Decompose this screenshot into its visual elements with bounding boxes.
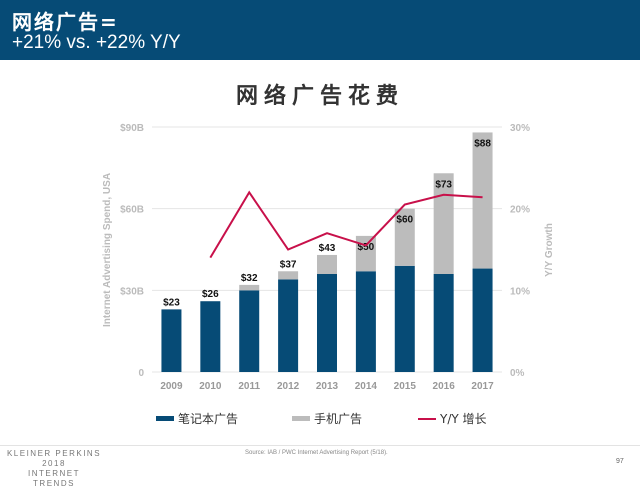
legend-label-mobile: 手机广告	[314, 412, 363, 426]
brand-logo: KLEINER PERKINS 2018 INTERNET TRENDS	[6, 449, 102, 489]
slide-header: 网络广告= +21% vs. +22% Y/Y	[0, 0, 640, 60]
y2-tick-label: 20%	[510, 205, 530, 216]
y-axis-title: Internet Advertising Spend, USA	[102, 173, 113, 327]
y2-axis-title: Y/Y Growth	[544, 223, 555, 277]
legend-label-growth: Y/Y 增长	[440, 412, 487, 426]
footer-divider	[0, 445, 640, 446]
bar-mobile	[317, 254, 337, 274]
legend-item-growth: Y/Y 增长	[418, 410, 487, 427]
chart-title: 网络广告花费	[235, 84, 404, 109]
y2-tick-label: 10%	[510, 286, 530, 297]
bar-mobile	[433, 173, 454, 274]
y-tick-label: $60B	[120, 205, 144, 216]
x-tick-label: 2016	[433, 381, 456, 392]
page-number: 97	[616, 458, 624, 465]
bar-mobile	[278, 271, 299, 280]
x-tick-label: 2015	[394, 381, 417, 392]
brand-line-1: KLEINER PERKINS	[6, 449, 102, 458]
x-tick-label: 2014	[355, 381, 378, 392]
chart-legend: 笔记本广告 手机广告 Y/Y 增长	[0, 410, 640, 430]
legend-swatch-desktop	[156, 416, 174, 421]
bar-total-label: $60	[396, 215, 413, 226]
bar-mobile	[239, 284, 260, 291]
bar-desktop	[355, 271, 376, 372]
legend-item-desktop: 笔记本广告	[156, 410, 238, 427]
bar-mobile	[394, 208, 415, 266]
legend-item-mobile: 手机广告	[292, 410, 362, 427]
bar-total-label: $26	[202, 289, 219, 300]
stacked-bar-line-chart: 0 $30B $60B $90B 0% 10% 20% 30% Internet Adverti…	[102, 123, 555, 392]
bar-total-label: $43	[319, 243, 336, 254]
bar-total-label: $50	[358, 242, 375, 253]
bar-total-label: $37	[280, 259, 297, 270]
y-tick-label: 0	[138, 368, 144, 379]
source-note: Source: IAB / PWC Internet Advertising R…	[245, 450, 388, 456]
y2-tick-label: 30%	[510, 123, 530, 134]
x-tick-label: 2010	[199, 381, 222, 392]
bar-desktop	[200, 301, 221, 372]
y-tick-label: $30B	[120, 286, 144, 297]
bar-total-label: $88	[474, 138, 491, 149]
y-tick-label: $90B	[120, 123, 144, 134]
bar-desktop	[239, 290, 260, 372]
brand-line-2: 2018	[42, 459, 66, 468]
bar-total-label: $73	[435, 179, 452, 190]
bar-desktop	[472, 268, 493, 372]
x-tick-label: 2011	[238, 381, 260, 392]
bar-desktop	[278, 279, 299, 372]
bar-desktop	[317, 274, 337, 372]
header-title: 网络广告=	[12, 10, 119, 34]
bar-desktop	[394, 265, 415, 372]
x-tick-label: 2017	[471, 381, 494, 392]
x-tick-label: 2013	[316, 381, 339, 392]
bar-mobile	[472, 132, 493, 269]
header-subtitle: +21% vs. +22% Y/Y	[12, 32, 181, 53]
brand-line-3: INTERNET TRENDS	[28, 469, 80, 488]
legend-swatch-growth	[418, 417, 436, 420]
growth-line	[209, 190, 483, 259]
x-tick-label: 2009	[160, 381, 183, 392]
legend-swatch-mobile	[292, 416, 310, 421]
legend-label-desktop: 笔记本广告	[178, 412, 239, 426]
bar-desktop	[161, 309, 182, 372]
bar-desktop	[433, 274, 454, 372]
bar-total-label: $23	[163, 297, 180, 308]
x-tick-label: 2012	[277, 381, 300, 392]
bar-total-label: $32	[241, 273, 258, 284]
y2-tick-label: 0%	[510, 368, 525, 379]
